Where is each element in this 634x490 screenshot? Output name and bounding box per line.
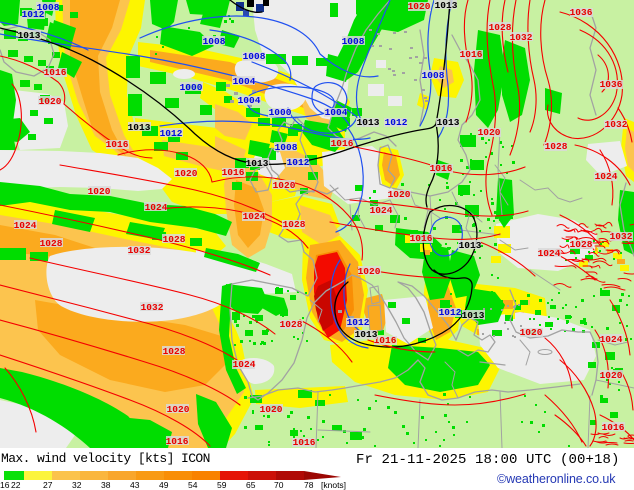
svg-text:1012: 1012 (347, 317, 370, 328)
svg-text:1032: 1032 (510, 32, 533, 43)
svg-text:1024: 1024 (145, 202, 168, 213)
svg-text:1020: 1020 (273, 180, 296, 191)
svg-text:1020: 1020 (358, 266, 381, 277)
svg-text:1008: 1008 (37, 2, 60, 13)
svg-text:1012: 1012 (287, 157, 310, 168)
svg-text:1024: 1024 (595, 171, 618, 182)
svg-text:1020: 1020 (388, 189, 411, 200)
svg-text:1008: 1008 (342, 36, 365, 47)
svg-text:1016: 1016 (602, 422, 625, 433)
svg-text:1028: 1028 (280, 319, 303, 330)
svg-text:1004: 1004 (325, 107, 348, 118)
svg-text:1028: 1028 (570, 239, 593, 250)
svg-text:1016: 1016 (460, 49, 483, 60)
svg-text:1028: 1028 (545, 141, 568, 152)
svg-text:1016: 1016 (331, 138, 354, 149)
svg-text:1012: 1012 (385, 117, 408, 128)
svg-text:1024: 1024 (600, 334, 623, 345)
svg-text:1024: 1024 (538, 248, 561, 259)
svg-text:1004: 1004 (238, 95, 261, 106)
svg-text:1020: 1020 (167, 404, 190, 415)
svg-text:1012: 1012 (439, 307, 462, 318)
svg-text:1008: 1008 (203, 36, 226, 47)
svg-text:1016: 1016 (166, 436, 189, 447)
svg-text:1016: 1016 (374, 335, 397, 346)
svg-text:1013: 1013 (462, 310, 485, 321)
svg-text:1020: 1020 (260, 404, 283, 415)
svg-text:1013: 1013 (357, 117, 380, 128)
svg-text:1000: 1000 (180, 82, 203, 93)
svg-text:1020: 1020 (175, 168, 198, 179)
svg-text:1016: 1016 (430, 163, 453, 174)
svg-text:1013: 1013 (18, 30, 41, 41)
svg-text:1020: 1020 (39, 96, 62, 107)
svg-text:1020: 1020 (520, 327, 543, 338)
svg-text:1004: 1004 (233, 76, 256, 87)
svg-text:1036: 1036 (570, 7, 593, 18)
svg-text:1013: 1013 (246, 158, 269, 169)
svg-text:1016: 1016 (410, 233, 433, 244)
svg-text:1028: 1028 (40, 238, 63, 249)
svg-text:1008: 1008 (275, 142, 298, 153)
svg-text:1032: 1032 (141, 302, 164, 313)
svg-text:1020: 1020 (408, 1, 431, 12)
svg-text:1008: 1008 (243, 51, 266, 62)
svg-text:1020: 1020 (478, 127, 501, 138)
svg-text:1013: 1013 (459, 240, 482, 251)
svg-text:1008: 1008 (422, 70, 445, 81)
svg-text:1032: 1032 (605, 119, 628, 130)
svg-text:1028: 1028 (163, 346, 186, 357)
svg-text:1036: 1036 (600, 79, 623, 90)
svg-text:1013: 1013 (355, 329, 378, 340)
svg-text:1024: 1024 (233, 359, 256, 370)
svg-text:1013: 1013 (435, 0, 458, 11)
svg-text:1024: 1024 (243, 211, 266, 222)
svg-text:1012: 1012 (160, 128, 183, 139)
svg-text:1032: 1032 (610, 231, 633, 242)
svg-text:1000: 1000 (269, 107, 292, 118)
svg-text:1016: 1016 (222, 167, 245, 178)
svg-text:1020: 1020 (600, 370, 623, 381)
svg-text:1028: 1028 (283, 219, 306, 230)
svg-text:1028: 1028 (163, 234, 186, 245)
svg-text:1013: 1013 (128, 122, 151, 133)
svg-text:1024: 1024 (14, 220, 37, 231)
svg-text:1016: 1016 (106, 139, 129, 150)
svg-text:1013: 1013 (437, 117, 460, 128)
svg-text:1016: 1016 (44, 67, 67, 78)
svg-text:1020: 1020 (88, 186, 111, 197)
svg-text:1016: 1016 (293, 437, 316, 448)
svg-text:1012: 1012 (22, 9, 45, 20)
svg-text:1032: 1032 (128, 245, 151, 256)
svg-text:1028: 1028 (489, 22, 512, 33)
svg-text:1024: 1024 (370, 205, 393, 216)
